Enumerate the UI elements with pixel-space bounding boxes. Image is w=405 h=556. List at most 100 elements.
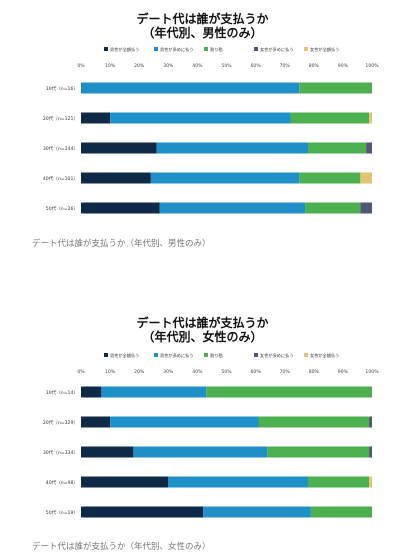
bar-segment xyxy=(369,416,372,428)
x-tick-label: 40% xyxy=(192,63,203,69)
legend-swatch xyxy=(204,353,208,357)
bar-segment xyxy=(360,202,372,214)
bar-segment xyxy=(159,202,306,214)
x-tick-label: 60% xyxy=(250,63,261,69)
x-tick-label: 70% xyxy=(280,63,291,69)
category-label: 50代（n=19） xyxy=(46,509,78,516)
bar-segment xyxy=(81,202,160,214)
bar-segment xyxy=(81,446,134,458)
chart-title: デート代は誰が支払うか （年代別、男性のみ） xyxy=(0,12,405,40)
bar-segment xyxy=(369,446,372,458)
x-tick-label: 100% xyxy=(365,369,379,375)
legend-swatch xyxy=(104,353,108,357)
bar-segment xyxy=(258,416,370,428)
bar-segment xyxy=(168,476,308,488)
category-label: 10代（n=16） xyxy=(46,85,78,92)
legend-label: 男性が全額払う xyxy=(110,352,139,359)
legend-swatch xyxy=(154,353,158,357)
bar-segment xyxy=(81,172,151,184)
x-tick-label: 80% xyxy=(309,369,320,375)
legend-swatch xyxy=(304,47,308,51)
x-tick-label: 40% xyxy=(192,369,203,375)
x-tick-label: 50% xyxy=(221,369,232,375)
bar-segment xyxy=(101,386,207,398)
legend-swatch xyxy=(104,47,108,51)
bar-segment xyxy=(81,476,169,488)
bar-segment xyxy=(307,142,367,154)
chart-title: デート代は誰が支払うか （年代別、女性のみ） xyxy=(0,316,405,344)
category-label: 30代（n=334） xyxy=(43,449,78,456)
bar-segment xyxy=(305,202,361,214)
category-label: 10代（n=14） xyxy=(46,389,78,396)
x-tick-label: 0% xyxy=(77,63,85,69)
bar-segment xyxy=(81,506,204,518)
bar-segment xyxy=(290,112,370,124)
bar-segment xyxy=(110,416,259,428)
bar-segment xyxy=(81,112,111,124)
bar-segment xyxy=(156,142,308,154)
legend-label: 女性が全額払う xyxy=(310,352,339,359)
x-tick-label: 90% xyxy=(338,369,349,375)
stacked-bar-chart: 男性が全額払う 男性が多めに払う 割り勘 女性が多めに払う 女性が全額払う 0% 10% 20… xyxy=(43,352,379,518)
legend-label: 割り勘 xyxy=(210,46,223,53)
category-label: 30代（n=144） xyxy=(43,145,78,152)
legend-swatch xyxy=(254,47,258,51)
bar-segment xyxy=(366,142,372,154)
chart-subtitle: （年代別、女性のみ） xyxy=(142,330,263,344)
bar-segment xyxy=(369,476,372,488)
legend-label: 男性が全額払う xyxy=(110,46,139,53)
x-tick-label: 90% xyxy=(338,63,349,69)
x-tick-label: 0% xyxy=(77,369,85,375)
x-tick-label: 10% xyxy=(105,369,116,375)
chart-panel-female: デート代は誰が支払うか （年代別、女性のみ） 男性が全額払う 男性が多めに払う 割り… xyxy=(0,300,405,535)
legend-swatch xyxy=(304,353,308,357)
legend-label: 女性が多めに払う xyxy=(260,46,294,53)
figure-caption: デート代は誰が支払うか（年代別、男性のみ） xyxy=(32,239,211,249)
chart-title-main: デート代は誰が支払うか xyxy=(136,12,269,26)
legend-label: 女性が多めに払う xyxy=(260,352,294,359)
bar-segment xyxy=(81,416,111,428)
category-label: 20代（n=329） xyxy=(43,419,78,426)
legend-swatch xyxy=(254,353,258,357)
legend-label: 男性が多めに払う xyxy=(160,46,194,53)
x-tick-label: 30% xyxy=(163,369,174,375)
x-tick-label: 70% xyxy=(280,369,291,375)
bar-segment xyxy=(299,172,361,184)
legend-swatch xyxy=(154,47,158,51)
bar-segment xyxy=(369,112,372,124)
legend-swatch xyxy=(204,47,208,51)
legend-label: 女性が全額払う xyxy=(310,46,339,53)
bar-segment xyxy=(206,386,372,398)
chart-title-main: デート代は誰が支払うか xyxy=(136,316,269,330)
legend-label: 男性が多めに払う xyxy=(160,352,194,359)
bar-segment xyxy=(307,476,370,488)
category-label: 40代（n=98） xyxy=(46,479,78,486)
bar-segment xyxy=(310,506,372,518)
x-tick-label: 20% xyxy=(134,63,145,69)
x-tick-label: 20% xyxy=(134,369,145,375)
bar-segment xyxy=(81,82,300,94)
chart-subtitle: （年代別、男性のみ） xyxy=(142,26,263,40)
x-tick-label: 30% xyxy=(163,63,174,69)
category-label: 50代（n=26） xyxy=(46,205,78,212)
bar-segment xyxy=(203,506,311,518)
x-tick-label: 50% xyxy=(221,63,232,69)
bar-segment xyxy=(133,446,268,458)
x-tick-label: 100% xyxy=(365,63,379,69)
bar-segment xyxy=(81,386,102,398)
stacked-bar-chart: 男性が全額払う 男性が多めに払う 割り勘 女性が多めに払う 女性が全額払う 0% 10% 20… xyxy=(43,46,379,214)
x-tick-label: 80% xyxy=(309,63,320,69)
x-tick-label: 10% xyxy=(105,63,116,69)
bar-segment xyxy=(360,172,372,184)
category-label: 20代（n=121） xyxy=(43,115,78,122)
bar-segment xyxy=(110,112,291,124)
chart-panel-male: デート代は誰が支払うか （年代別、男性のみ） 男性が全額払う 男性が多めに払う 割り… xyxy=(0,0,405,230)
bar-segment xyxy=(81,142,157,154)
figure-caption: デート代は誰が支払うか（年代別、女性のみ） xyxy=(32,542,211,552)
bar-segment xyxy=(299,82,372,94)
x-tick-label: 60% xyxy=(250,369,261,375)
legend-label: 割り勘 xyxy=(210,352,223,359)
bar-segment xyxy=(150,172,300,184)
bar-segment xyxy=(267,446,370,458)
category-label: 40代（n=101） xyxy=(43,175,78,182)
